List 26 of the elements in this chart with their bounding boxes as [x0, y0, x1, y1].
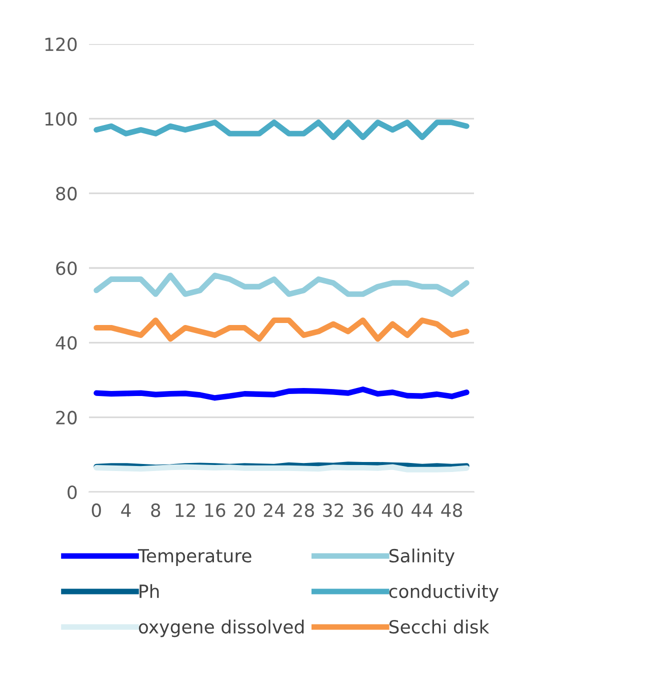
x-tick-label: 24: [264, 503, 285, 517]
y-tick-label: 120: [45, 37, 77, 52]
y-tick-label: 0: [68, 485, 77, 500]
x-tick-label: 16: [205, 503, 226, 518]
y-tick-label: 40: [56, 336, 77, 350]
y-tick-label: 60: [56, 261, 77, 276]
x-tick-label: 4: [121, 504, 131, 517]
y-tick-label: 20: [56, 410, 77, 424]
x-tick-label: 0: [92, 503, 101, 518]
x-tick-label: 40: [382, 503, 403, 518]
x-tick-label: 20: [234, 503, 255, 518]
y-tick-label: 100: [45, 112, 77, 126]
x-tick-label: 32: [323, 503, 344, 518]
x-tick-label: 8: [151, 503, 160, 518]
x-tick-label: 36: [352, 503, 374, 518]
legend-label: Secchi disk: [389, 620, 490, 634]
legend-label: Salinity: [389, 548, 455, 566]
x-tick-label: 12: [176, 503, 195, 517]
legend-label: Ph: [140, 584, 159, 598]
x-tick-label: 44: [412, 504, 433, 517]
legend-label: conductivity: [389, 584, 499, 602]
legend-label: Temperature: [138, 549, 252, 566]
x-tick-label: 28: [294, 503, 314, 518]
x-tick-label: 48: [441, 503, 462, 518]
legend-label: oxygene dissolved: [138, 620, 304, 638]
y-tick-label: 80: [56, 186, 77, 200]
